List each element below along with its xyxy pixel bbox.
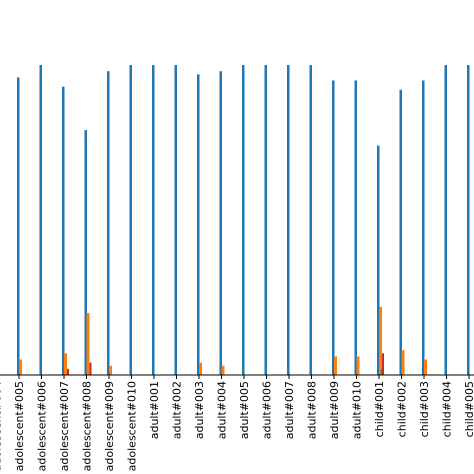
x-tick-label-adult-010: adult#010 [351, 381, 364, 439]
bar-child-002-series-2 [401, 350, 405, 375]
bar-adolescent-007-series-2 [64, 353, 67, 375]
bar-adult-001-series-1 [152, 65, 155, 375]
x-tick-label-adolescent-006: adolescent#006 [36, 381, 49, 471]
x-tick-label-child-003: child#003 [418, 381, 431, 437]
x-tick-label-adult-004: adult#004 [216, 381, 229, 439]
bar-child-001-series-3 [380, 368, 382, 375]
bar-adult-009-series-1 [332, 80, 335, 375]
bar-adult-010-series-1 [354, 80, 357, 375]
x-tick-label-child-005: child#005 [463, 381, 474, 437]
x-tick-label-adolescent-009: adolescent#009 [103, 381, 116, 471]
bar-adolescent-008-series-4 [89, 362, 92, 375]
x-tick-label-adult-006: adult#006 [261, 381, 274, 439]
bar-adolescent-005-series-2 [19, 359, 22, 375]
bar-child-001-series-4 [382, 353, 384, 375]
bar-child-002-series-1 [399, 89, 402, 376]
bar-adolescent-005-series-1 [17, 77, 20, 376]
bar-adolescent-007-series-4 [67, 368, 69, 375]
x-tick-label-adult-002: adult#002 [171, 381, 184, 439]
bar-child-005-series-1 [467, 65, 470, 375]
bar-adult-003-series-1 [197, 74, 200, 376]
x-tick-label-adult-001: adult#001 [148, 381, 161, 439]
bar-adult-009-series-2 [334, 356, 337, 375]
bar-adult-004-series-1 [219, 71, 222, 375]
x-tick-label-adult-008: adult#008 [306, 381, 319, 439]
bar-child-003-series-2 [424, 359, 427, 375]
x-tick-label-adult-003: adult#003 [193, 381, 206, 439]
bar-child-004-series-1 [444, 65, 447, 375]
x-tick-label-adolescent-005: adolescent#005 [13, 381, 26, 471]
bar-adolescent-009-series-2 [109, 365, 112, 375]
bar-adult-007-series-1 [287, 65, 290, 375]
x-tick-labels-layer: adolescent#004 adolescent#005 adolescent#0… [0, 381, 474, 471]
bar-adult-002-series-1 [174, 65, 177, 375]
x-tick-label-child-001: child#001 [373, 381, 386, 437]
x-ticks-layer [18, 375, 470, 379]
bar-adult-003-series-2 [199, 362, 202, 375]
x-tick-label-child-004: child#004 [441, 381, 454, 437]
bar-adult-005-series-1 [242, 65, 245, 375]
bar-adolescent-008-series-2 [86, 313, 90, 375]
bar-adolescent-008-series-1 [84, 130, 87, 375]
x-tick-label-adolescent-007: adolescent#007 [58, 381, 71, 471]
x-tick-label-adolescent-010: adolescent#010 [126, 381, 139, 471]
bar-adolescent-009-series-1 [107, 71, 110, 375]
bar-child-003-series-1 [422, 80, 425, 375]
bar-child-001-series-2 [379, 306, 382, 375]
x-tick-label-adult-009: adult#009 [328, 381, 341, 439]
bars-layer [17, 65, 470, 376]
bar-adult-008-series-1 [309, 65, 312, 375]
x-tick-label-adolescent-008: adolescent#008 [81, 381, 94, 471]
x-tick-label-adult-005: adult#005 [238, 381, 251, 439]
bar-adult-004-series-2 [221, 365, 225, 375]
x-tick-label-child-002: child#002 [396, 381, 409, 437]
bar-adult-010-series-2 [356, 356, 360, 375]
x-tick-label-adolescent-004: adolescent#004 [0, 381, 4, 471]
bar-adolescent-007-series-1 [62, 86, 65, 375]
x-tick-label-adult-007: adult#007 [283, 381, 296, 439]
bar-adult-006-series-1 [264, 65, 267, 375]
bar-adolescent-006-series-1 [39, 65, 42, 375]
bar-adolescent-010-series-1 [129, 65, 132, 375]
bar-child-001-series-1 [377, 145, 380, 375]
